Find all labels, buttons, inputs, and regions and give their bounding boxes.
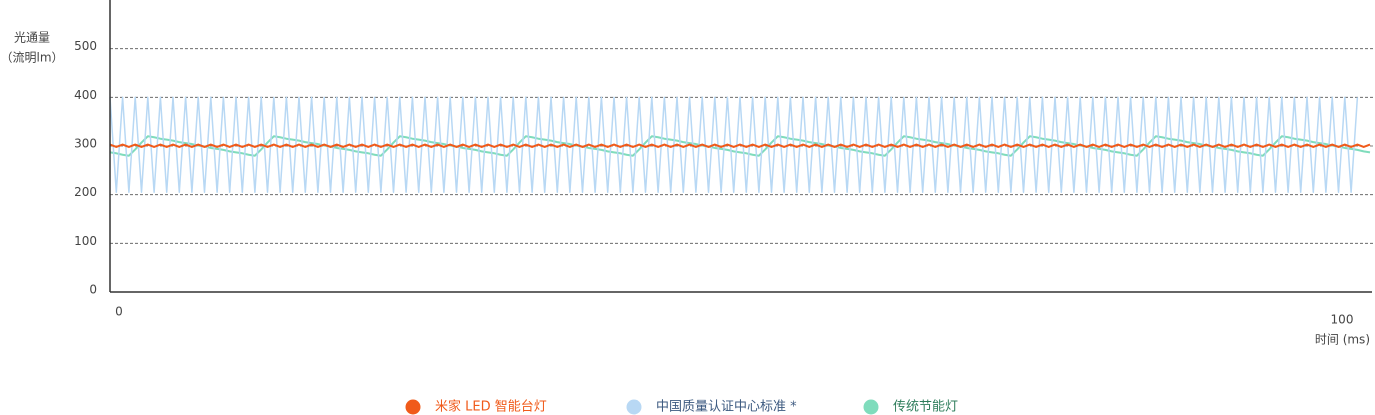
y-axis-label: （流明lm） (0, 51, 63, 65)
y-tick-label: 500 (74, 39, 97, 53)
x-tick-label: 100 (1331, 313, 1354, 327)
series-line (109, 96, 1359, 193)
x-axis-label: 时间 (ms) (1315, 333, 1370, 347)
x-tick-label: 0 (115, 305, 123, 319)
y-axis-label: 光通量 (14, 31, 50, 45)
series-line (109, 135, 1371, 157)
y-tick-label: 100 (74, 234, 97, 248)
legend-label: 米家 LED 智能台灯 (435, 399, 547, 415)
legend-marker (405, 399, 421, 415)
legend-label: 传统节能灯 (893, 400, 958, 415)
y-tick-label: 300 (74, 137, 97, 151)
series-line (109, 143, 1371, 148)
legend-marker (626, 399, 642, 415)
y-tick-label: 0 (89, 283, 97, 297)
legend-label: 中国质量认证中心标准 * (656, 400, 797, 415)
legend-marker (863, 399, 879, 415)
y-tick-label: 400 (74, 88, 97, 102)
y-tick-label: 200 (74, 185, 97, 199)
